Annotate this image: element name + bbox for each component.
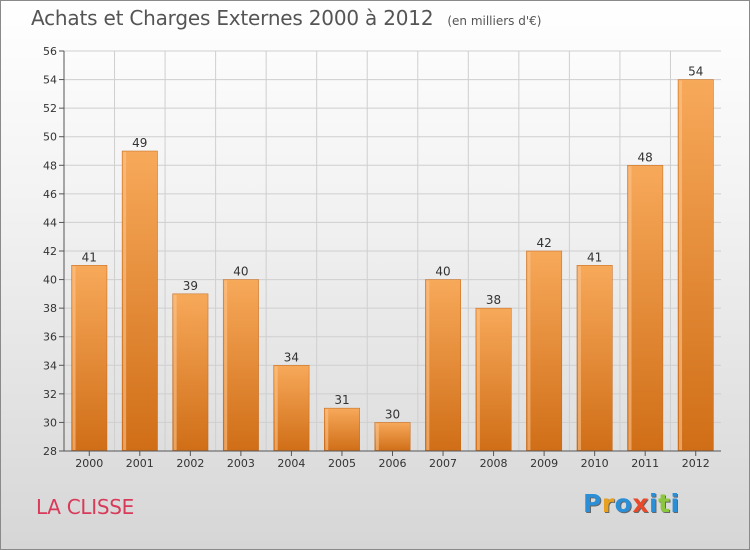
bar-highlight — [628, 166, 632, 451]
value-label: 54 — [688, 65, 703, 79]
x-tick-label: 2009 — [530, 457, 558, 470]
y-tick-label: 42 — [43, 245, 57, 258]
x-tick-label: 2000 — [75, 457, 103, 470]
value-label: 42 — [536, 236, 551, 250]
x-tick-label: 2007 — [429, 457, 457, 470]
logo-letter: o — [614, 489, 633, 518]
y-tick-label: 44 — [43, 216, 57, 229]
value-label: 40 — [233, 265, 248, 279]
chart-title: Achats et Charges Externes 2000 à 2012 — [31, 6, 434, 30]
bar-highlight — [476, 309, 480, 450]
bar — [222, 279, 259, 452]
bar-highlight — [173, 294, 177, 450]
y-tick-label: 30 — [43, 416, 57, 429]
logo-letter: i — [670, 489, 680, 518]
value-label: 34 — [284, 350, 299, 364]
y-tick-label: 34 — [43, 359, 57, 372]
bar — [526, 250, 563, 452]
value-label: 48 — [638, 150, 653, 164]
logo-letter: P — [583, 489, 602, 518]
y-tick-label: 52 — [43, 102, 57, 115]
bar-highlight — [72, 266, 76, 450]
x-tick-label: 2006 — [379, 457, 407, 470]
value-label: 41 — [82, 250, 97, 264]
y-tick-label: 56 — [43, 45, 57, 58]
bar — [71, 265, 108, 452]
bar-highlight — [426, 280, 430, 450]
value-label: 49 — [132, 136, 147, 150]
bar-highlight — [527, 252, 531, 450]
logo-letter: i — [649, 489, 659, 518]
value-label: 39 — [183, 279, 198, 293]
y-tick-label: 28 — [43, 445, 57, 458]
bar — [425, 279, 461, 452]
value-label: 31 — [334, 393, 349, 407]
bar-highlight — [224, 280, 228, 450]
y-tick-label: 38 — [43, 302, 57, 315]
bar-highlight — [577, 266, 581, 450]
bar — [324, 407, 360, 452]
x-tick-label: 2003 — [227, 457, 255, 470]
bar-highlight — [123, 152, 127, 450]
chart-subtitle: (en milliers d'€) — [447, 14, 542, 28]
y-tick-label: 46 — [43, 188, 57, 201]
bar — [273, 365, 310, 452]
y-tick-label: 48 — [43, 159, 57, 172]
bar — [374, 422, 411, 452]
logo-letter: r — [601, 489, 615, 518]
bar-highlight — [679, 80, 683, 451]
axes — [59, 50, 721, 456]
x-tick-label: 2008 — [480, 457, 508, 470]
bars — [71, 79, 714, 452]
bar — [172, 293, 209, 452]
bar-highlight — [325, 409, 329, 450]
bar — [475, 307, 512, 452]
proxiti-logo: Proxiti — [583, 489, 680, 518]
value-label: 41 — [587, 250, 602, 264]
y-tick-label: 50 — [43, 131, 57, 144]
bar-highlight — [274, 366, 278, 450]
x-tick-label: 2005 — [328, 457, 356, 470]
bar — [121, 150, 158, 452]
x-tick-label: 2001 — [126, 457, 154, 470]
commune-name: LA CLISSE — [36, 495, 134, 519]
x-tick-label: 2010 — [581, 457, 609, 470]
y-tick-label: 40 — [43, 274, 57, 287]
value-label: 38 — [486, 293, 501, 307]
value-label: 30 — [385, 407, 400, 421]
x-tick-label: 2012 — [682, 457, 710, 470]
labels: 28 30 32 34 36 38 40 42 44 46 48 50 52 54 56 41 2000 49 20… — [43, 45, 710, 470]
y-tick-label: 32 — [43, 388, 57, 401]
y-tick-label: 36 — [43, 331, 57, 344]
bar — [677, 79, 714, 452]
logo-letter: t — [658, 489, 671, 518]
bar — [576, 265, 613, 452]
value-label: 40 — [435, 265, 450, 279]
grid-lines — [64, 50, 721, 452]
bar-highlight — [375, 423, 379, 450]
x-tick-label: 2004 — [277, 457, 305, 470]
logo-letter: x — [632, 489, 649, 518]
x-tick-label: 2011 — [631, 457, 659, 470]
chart-header: Achats et Charges Externes 2000 à 2012 (e… — [31, 6, 541, 30]
bar — [627, 165, 664, 452]
x-tick-label: 2002 — [176, 457, 204, 470]
y-tick-label: 54 — [43, 74, 57, 87]
